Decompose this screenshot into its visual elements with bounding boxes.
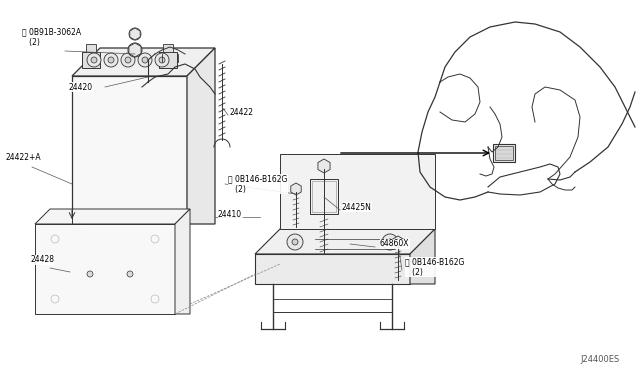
Circle shape (127, 271, 133, 277)
Circle shape (287, 234, 303, 250)
Text: Ⓑ 0B146-B162G
   (2): Ⓑ 0B146-B162G (2) (228, 174, 287, 194)
Circle shape (125, 57, 131, 63)
Bar (310, 179, 338, 214)
Circle shape (87, 53, 101, 67)
Bar (495, 146, 513, 160)
Polygon shape (255, 229, 435, 254)
Bar (159, 52, 177, 68)
Circle shape (138, 53, 152, 67)
Circle shape (387, 239, 393, 245)
Polygon shape (175, 209, 190, 314)
Polygon shape (280, 154, 435, 229)
Text: Ⓑ 0B146-B162G
   (2): Ⓑ 0B146-B162G (2) (405, 257, 465, 277)
Circle shape (129, 28, 141, 40)
Bar (255, 254, 410, 284)
Polygon shape (393, 236, 403, 248)
Text: 24422: 24422 (230, 108, 254, 116)
Circle shape (121, 53, 135, 67)
Circle shape (128, 43, 142, 57)
Circle shape (159, 57, 165, 63)
Polygon shape (410, 229, 435, 284)
Text: 64860X: 64860X (380, 240, 410, 248)
Circle shape (292, 239, 298, 245)
Polygon shape (318, 159, 330, 173)
Circle shape (91, 57, 97, 63)
Circle shape (382, 234, 398, 250)
Polygon shape (72, 48, 215, 76)
Bar (493, 144, 515, 162)
Bar (86, 44, 96, 52)
Circle shape (104, 53, 118, 67)
Bar (82, 52, 100, 68)
Bar (35, 224, 175, 314)
Bar (163, 44, 173, 52)
Text: J24400ES: J24400ES (580, 355, 620, 364)
Polygon shape (291, 183, 301, 195)
Bar (72, 76, 187, 224)
Text: 24425N: 24425N (342, 202, 372, 212)
Text: 24420: 24420 (68, 83, 92, 92)
Circle shape (108, 57, 114, 63)
Polygon shape (187, 48, 215, 224)
Text: Ⓝ 0B91B-3062A
   (2): Ⓝ 0B91B-3062A (2) (22, 27, 81, 47)
Text: 24422+A: 24422+A (5, 153, 40, 161)
Circle shape (155, 53, 169, 67)
Bar (312, 181, 336, 212)
Circle shape (87, 271, 93, 277)
Circle shape (142, 57, 148, 63)
Text: 24410: 24410 (218, 209, 242, 218)
Polygon shape (130, 28, 140, 40)
Polygon shape (129, 43, 141, 57)
Polygon shape (35, 209, 190, 224)
Text: 24428: 24428 (30, 256, 54, 264)
